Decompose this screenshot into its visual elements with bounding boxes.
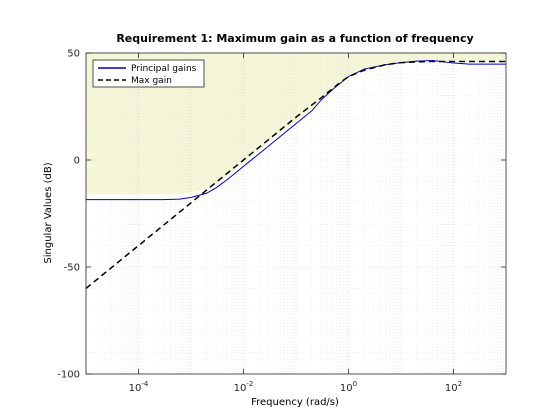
- legend-label: Principal gains: [131, 64, 197, 74]
- x-tick-label: 10-2: [234, 380, 254, 394]
- y-axis-label: Singular Values (dB): [43, 162, 54, 263]
- series-line: [85, 60, 506, 289]
- chart-title: Requirement 1: Maximum gain as a functio…: [116, 32, 473, 45]
- legend-box: [92, 59, 205, 88]
- legend: Principal gains Max gain: [92, 59, 205, 88]
- x-tick-labels: 10-4 10-2 100 102: [129, 380, 462, 394]
- axes-frame: [85, 52, 507, 375]
- y-tick-label: -100: [57, 370, 80, 381]
- x-axis-label: Frequency (rad/s): [251, 397, 339, 408]
- y-tick-label: 50: [67, 49, 80, 60]
- axes-box: [85, 52, 507, 375]
- series-group: [85, 59, 506, 289]
- legend-label: Max gain: [131, 76, 172, 86]
- x-tick-label: 100: [340, 380, 357, 394]
- series-line: [86, 59, 506, 201]
- y-tick-labels: 50 0 -50 -100: [57, 49, 80, 381]
- y-tick-label: 0: [74, 156, 80, 167]
- x-tick-label: 10-4: [129, 380, 149, 394]
- y-tick-label: -50: [64, 263, 80, 274]
- x-tick-label: 102: [445, 380, 462, 394]
